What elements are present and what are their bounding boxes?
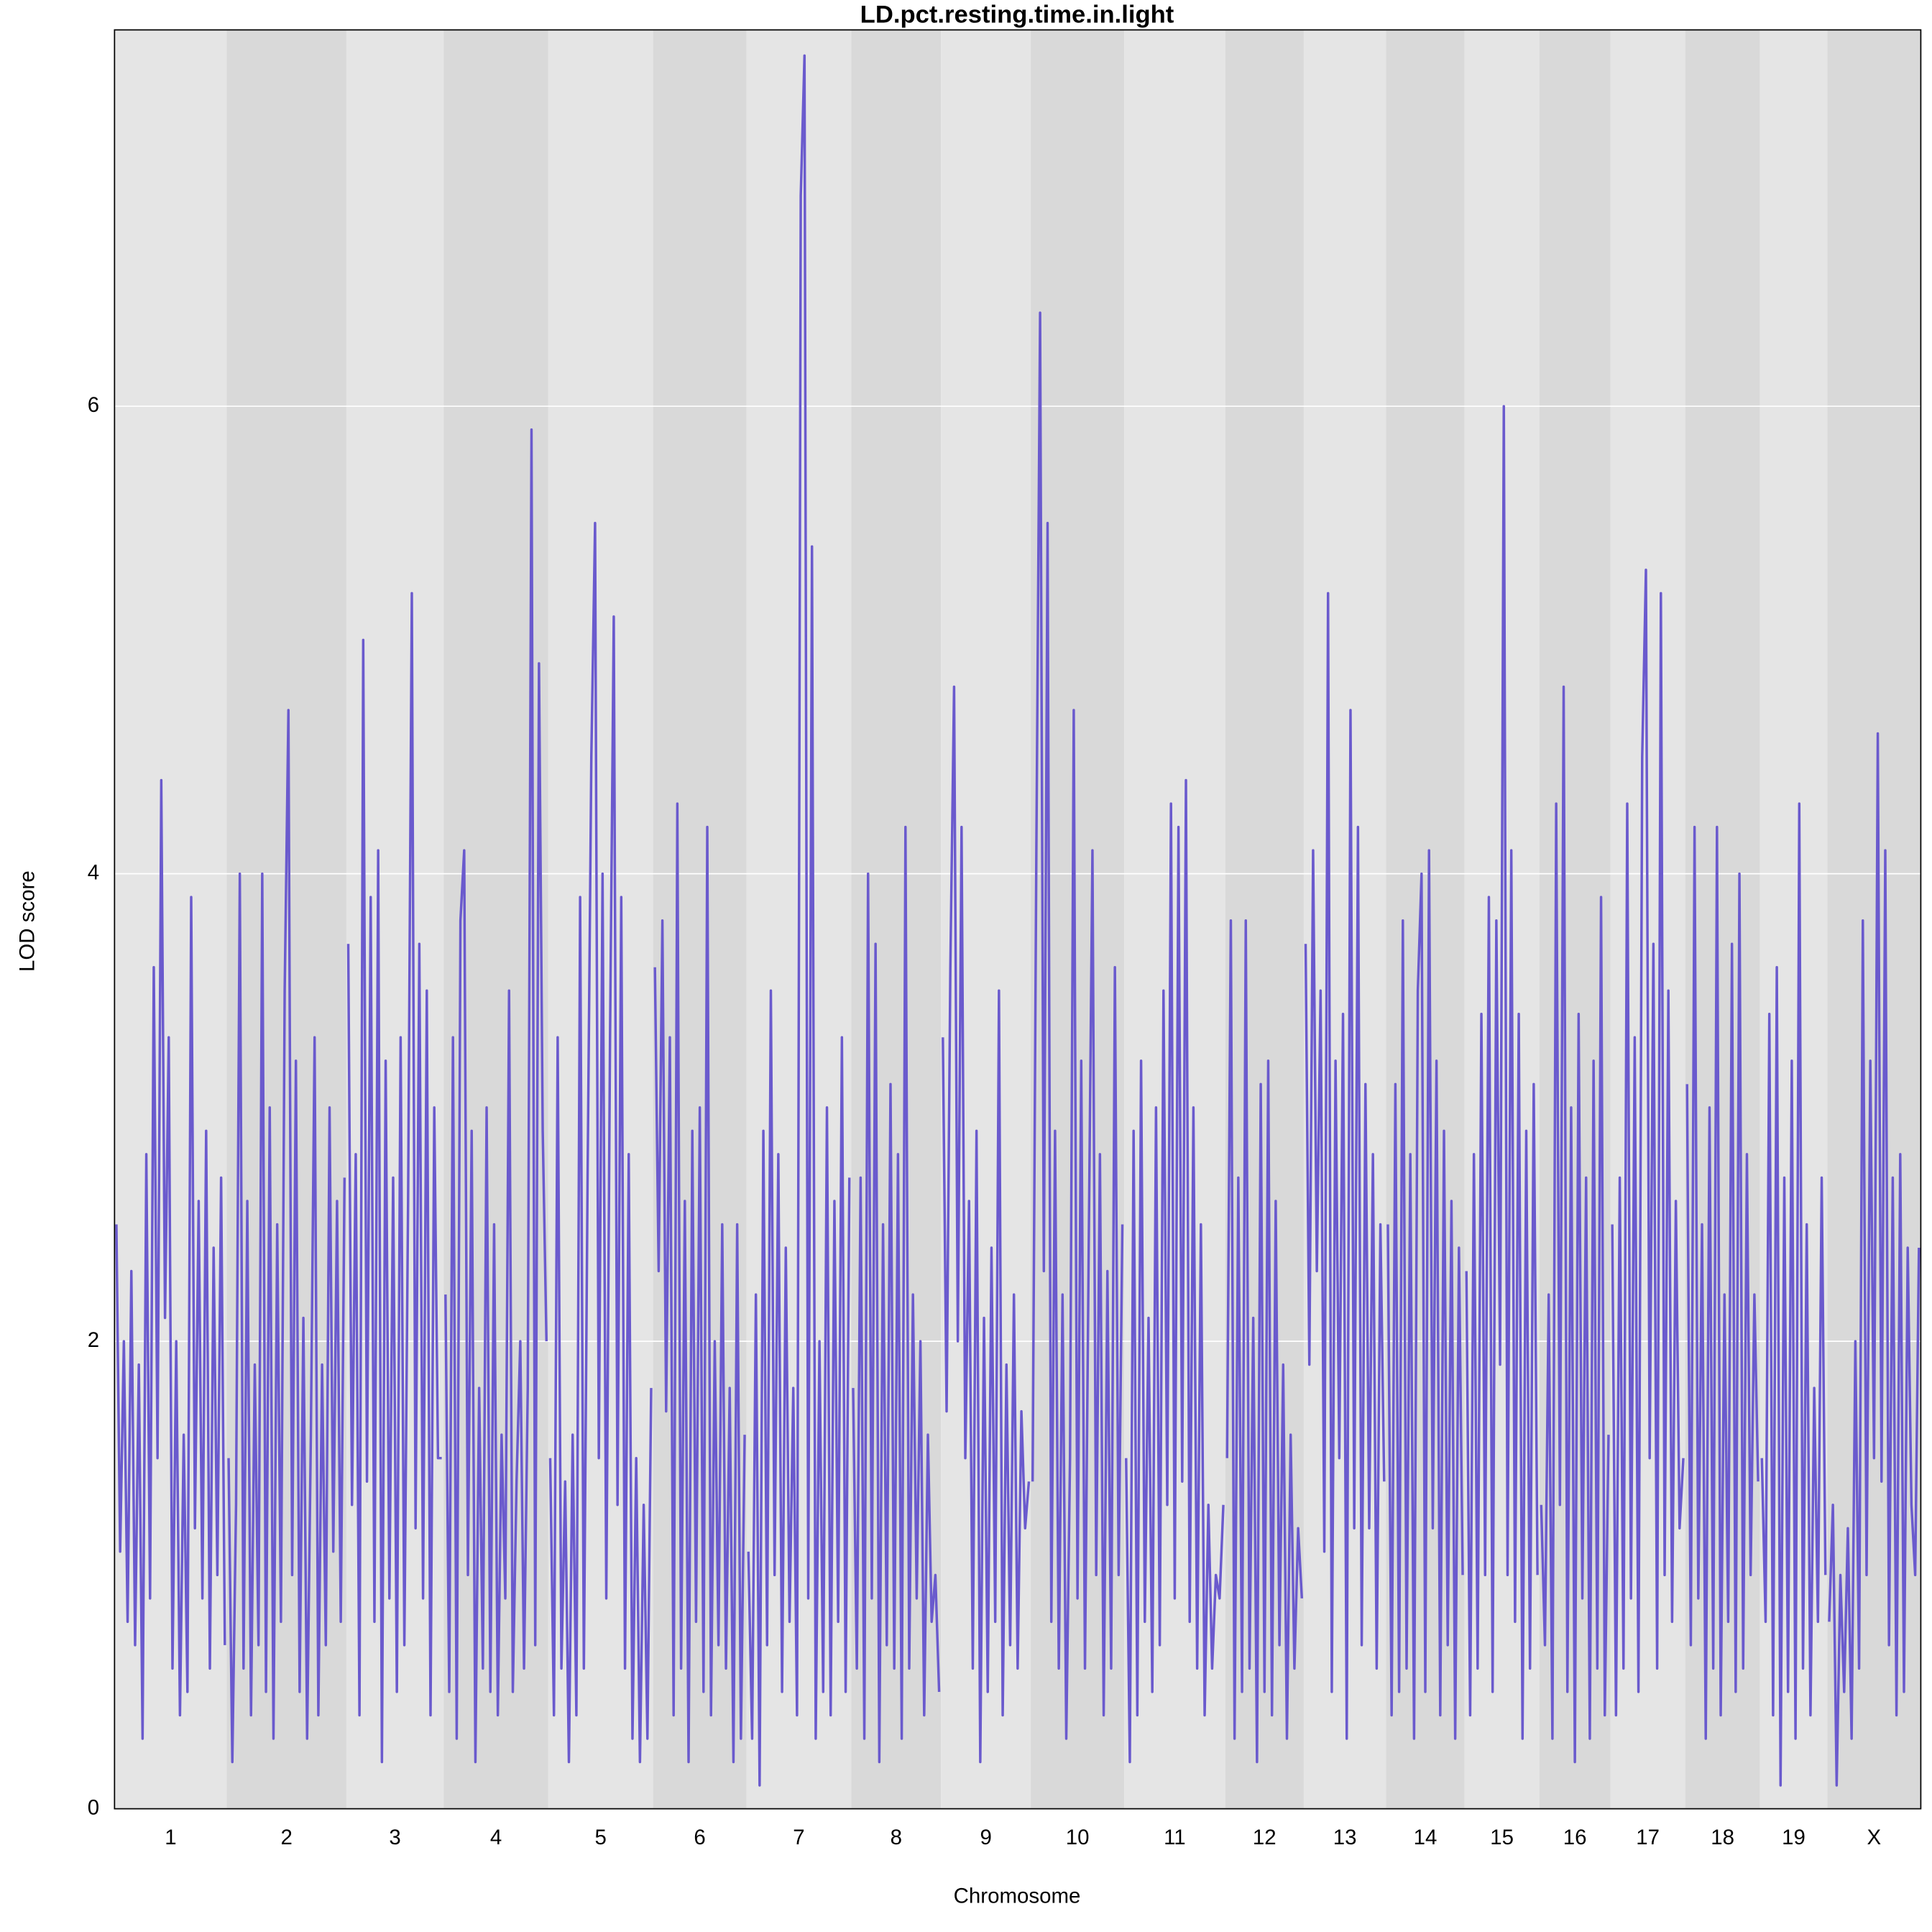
lod-line	[852, 825, 941, 1764]
chromosome-bands	[114, 29, 1921, 1809]
y-tick-label: 2	[88, 1328, 99, 1352]
y-axis-label: LOD score	[16, 870, 40, 972]
x-tick-label: 2	[280, 1826, 292, 1849]
chart-title: LD.pct.resting.time.in.light	[860, 1, 1174, 29]
x-tick-label: 18	[1711, 1826, 1734, 1849]
lod-line	[444, 428, 548, 1764]
lod-line	[115, 778, 226, 1740]
lod-line	[227, 709, 346, 1764]
x-tick-label: 11	[1164, 1826, 1186, 1849]
x-tick-label: 7	[793, 1826, 804, 1849]
lod-line	[1611, 569, 1685, 1717]
x-tick-label: 6	[694, 1826, 705, 1849]
x-tick-label: 3	[389, 1826, 400, 1849]
x-tick-label: 9	[980, 1826, 991, 1849]
x-tick-label: 17	[1636, 1826, 1660, 1849]
lod-line	[1225, 919, 1304, 1764]
lod-line	[747, 54, 851, 1787]
plot-frame	[114, 29, 1922, 1810]
x-tick-label: 16	[1563, 1826, 1587, 1849]
x-tick-label: 8	[891, 1826, 902, 1849]
y-tick-label: 0	[88, 1795, 99, 1819]
lod-line	[942, 685, 1031, 1764]
x-tick-label: X	[1867, 1826, 1882, 1849]
x-tick-label: 13	[1333, 1826, 1357, 1849]
lod-line	[1540, 685, 1610, 1764]
lod-line	[1685, 825, 1760, 1740]
x-tick-label: 19	[1782, 1826, 1806, 1849]
x-tick-label: 4	[490, 1826, 502, 1849]
x-tick-label: 5	[595, 1826, 607, 1849]
chromosome-band	[653, 29, 747, 1809]
x-axis-label: Chromosome	[954, 1884, 1081, 1908]
x-tick-label: 10	[1066, 1826, 1090, 1849]
chromosome-band	[1827, 29, 1921, 1809]
lod-line	[1125, 778, 1225, 1764]
lod-line	[1828, 732, 1920, 1787]
lod-line	[653, 802, 746, 1764]
y-tick-label: 4	[88, 860, 99, 884]
lod-line	[1304, 592, 1386, 1740]
x-tick-label: 1	[165, 1826, 176, 1849]
x-tick-label: 14	[1414, 1826, 1438, 1849]
lod-line	[548, 522, 653, 1764]
lod-line	[346, 592, 442, 1764]
x-tick-label: 12	[1253, 1826, 1276, 1849]
lod-lines	[115, 54, 1920, 1787]
lod-line	[1031, 311, 1124, 1740]
y-tick-label: 6	[88, 393, 99, 417]
x-tick-label: 15	[1490, 1826, 1514, 1849]
lod-line	[1465, 405, 1539, 1740]
lod-line	[1386, 849, 1464, 1740]
lod-line	[1760, 802, 1827, 1787]
